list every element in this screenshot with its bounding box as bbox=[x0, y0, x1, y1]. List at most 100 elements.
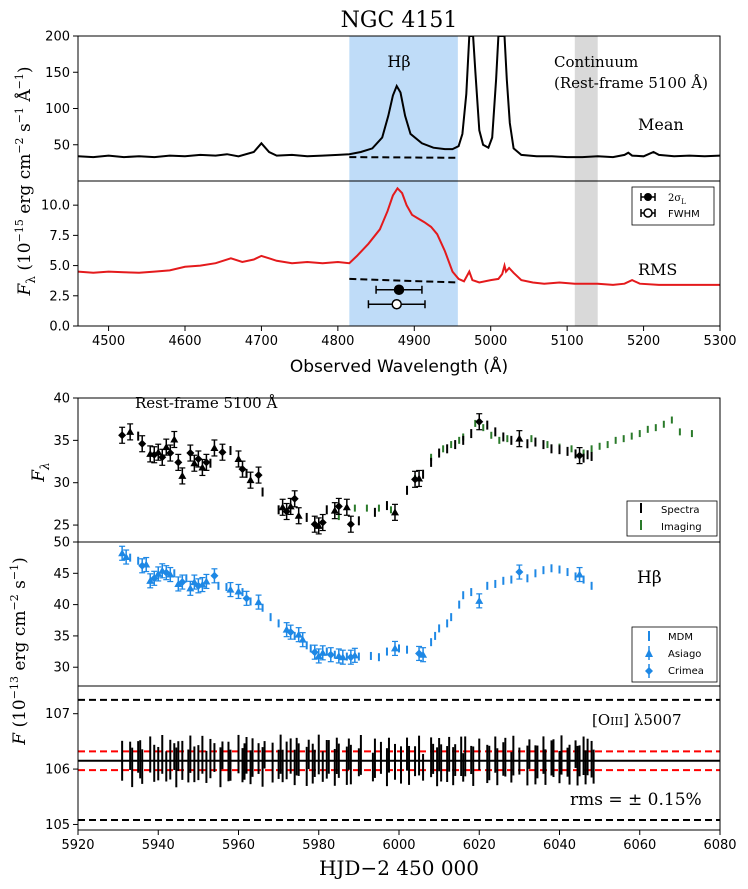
top-x-axis: 4500 4600 4700 4800 4900 5000 5100 5200 5300 bbox=[92, 326, 737, 349]
spectra-marker-30 bbox=[318, 518, 327, 527]
continuum-legend: Spectra Imaging bbox=[626, 500, 718, 537]
top-x-tick-label-4800: 4800 bbox=[321, 334, 354, 349]
rms-y-axis: 0.0 2.5 5.0 7.5 10.0 bbox=[41, 199, 78, 335]
continuum-panel-title: Rest-frame 5100 Å bbox=[135, 394, 277, 412]
legend-crimea-label: Crimea bbox=[668, 666, 704, 677]
continuum-label: Continuum bbox=[554, 53, 638, 71]
oiii-lightcurve-panel bbox=[78, 698, 720, 822]
asiago-marker-1 bbox=[122, 553, 131, 561]
asiago-marker-31 bbox=[338, 653, 347, 661]
top-x-tick-label-5000: 5000 bbox=[474, 334, 507, 349]
oiii-y-tick-label-107: 107 bbox=[45, 707, 70, 722]
spectra-marker-37 bbox=[415, 474, 424, 482]
asiago-marker-0 bbox=[118, 549, 127, 557]
bottom-x-tick-label-6000: 6000 bbox=[382, 838, 415, 853]
asiago-marker-34 bbox=[390, 644, 399, 652]
bottom-x-tick-label-5920: 5920 bbox=[61, 838, 94, 853]
continuum-y-tick-label-35: 35 bbox=[53, 434, 70, 449]
bottom-x-tick-label-6040: 6040 bbox=[543, 838, 576, 853]
spectra-marker-9 bbox=[170, 435, 179, 443]
top-x-tick-label-5300: 5300 bbox=[703, 334, 736, 349]
mean-y-tick-label-50: 50 bbox=[53, 138, 70, 153]
asiago-marker-37 bbox=[475, 596, 484, 604]
crimea-marker-17 bbox=[210, 571, 219, 580]
asiago-marker-10 bbox=[174, 579, 183, 587]
hbeta-y-axis: 30 35 40 45 50 bbox=[53, 536, 78, 676]
errorbar-marker-1 bbox=[391, 299, 402, 310]
mean-y-tick-label-200: 200 bbox=[45, 30, 70, 45]
asiago-marker-33 bbox=[350, 651, 359, 659]
rms-panel-frame bbox=[77, 180, 721, 327]
spectra-marker-1 bbox=[126, 427, 135, 435]
continuum-lightcurve-panel bbox=[118, 413, 693, 535]
crimea-marker-26 bbox=[310, 648, 319, 657]
continuum-y-tick-label-30: 30 bbox=[53, 476, 70, 491]
asiago-marker-28 bbox=[318, 648, 327, 656]
spectra-marker-27 bbox=[294, 511, 303, 519]
bottom-x-tick-label-6020: 6020 bbox=[463, 838, 496, 853]
mean-y-tick-label-150: 150 bbox=[45, 66, 70, 81]
spectra-marker-12 bbox=[186, 449, 195, 458]
crimea-marker-11 bbox=[178, 578, 187, 587]
spectra-marker-24 bbox=[282, 507, 291, 516]
asiago-marker-3 bbox=[142, 560, 151, 568]
hbeta-lightcurve-panel bbox=[118, 545, 593, 665]
hbeta-y-tick-label-45: 45 bbox=[53, 567, 70, 582]
spectra-marker-31 bbox=[330, 506, 339, 514]
rms-y-tick-label-0.0: 0.0 bbox=[49, 320, 70, 335]
bottom-x-tick-label-6060: 6060 bbox=[623, 838, 656, 853]
spectra-marker-32 bbox=[334, 502, 343, 511]
spectra-marker-15 bbox=[198, 463, 207, 471]
bottom-x-axis-label: HJD−2 450 000 bbox=[319, 856, 479, 880]
asiago-marker-39 bbox=[575, 570, 584, 578]
crimea-marker-14 bbox=[194, 581, 203, 590]
legend-fwhm-label: FWHM bbox=[668, 209, 700, 220]
rms-label: RMS bbox=[638, 260, 677, 279]
asiago-marker-24 bbox=[294, 630, 303, 638]
legend-fwhm-marker bbox=[643, 208, 653, 218]
mean-spectrum-line bbox=[78, 36, 720, 159]
spectra-marker-25 bbox=[286, 502, 295, 510]
spectra-marker-20 bbox=[238, 465, 247, 474]
continuum-y-axis: 25 30 35 40 bbox=[53, 392, 78, 534]
asiago-marker-27 bbox=[314, 651, 323, 659]
legend-sigma-marker bbox=[644, 193, 652, 201]
crimea-marker-20 bbox=[242, 594, 251, 603]
continuum-label-restframe: (Rest-frame 5100 Å) bbox=[554, 74, 708, 92]
spectra-marker-35 bbox=[390, 508, 399, 516]
hbeta-legend: MDM Asiago Crimea bbox=[631, 626, 718, 683]
asiago-marker-19 bbox=[234, 587, 243, 595]
mean-y-tick-label-100: 100 bbox=[45, 102, 70, 117]
rms-y-tick-label-2.5: 2.5 bbox=[49, 289, 70, 304]
spectra-marker-0 bbox=[118, 431, 127, 440]
rms-legend: 2σL FWHM bbox=[631, 186, 715, 226]
crimea-marker-23 bbox=[286, 628, 295, 637]
mean-hbeta-label: Hβ bbox=[387, 52, 410, 71]
asiago-marker-6 bbox=[154, 569, 163, 577]
oiii-y-tick-label-106: 106 bbox=[45, 763, 70, 778]
spectra-marker-2 bbox=[138, 439, 147, 448]
asiago-marker-12 bbox=[186, 584, 195, 592]
bottom-x-axis: 5920 5940 5960 5980 6000 6020 6040 6060 6080 bbox=[61, 830, 737, 853]
top-x-axis-label: Observed Wavelength (Å) bbox=[290, 355, 508, 377]
crimea-marker-29 bbox=[326, 650, 335, 659]
top-x-tick-label-5100: 5100 bbox=[551, 334, 584, 349]
spectra-marker-22 bbox=[254, 471, 263, 480]
rms-spectrum-panel bbox=[78, 186, 720, 310]
spectra-marker-26 bbox=[290, 494, 299, 503]
continuum-y-tick-label-40: 40 bbox=[53, 392, 70, 407]
bottom-x-tick-label-5940: 5940 bbox=[142, 838, 175, 853]
asiago-marker-13 bbox=[190, 578, 199, 586]
top-x-tick-label-4500: 4500 bbox=[92, 334, 125, 349]
spectra-marker-14 bbox=[194, 454, 203, 463]
oiii-panel-label: [OIII] λ5007 bbox=[592, 711, 682, 729]
asiago-marker-25 bbox=[298, 635, 307, 643]
spectra-marker-10 bbox=[174, 458, 183, 467]
bottom-x-tick-label-6080: 6080 bbox=[703, 838, 736, 853]
spectra-marker-17 bbox=[210, 443, 219, 451]
bottom-y-axis-label: F (10−13 erg cm−2 s−1) bbox=[8, 557, 30, 745]
continuum-panel-frame bbox=[77, 397, 721, 543]
rms-y-tick-label-10.0: 10.0 bbox=[41, 199, 70, 214]
hbeta-panel-frame bbox=[77, 541, 721, 687]
